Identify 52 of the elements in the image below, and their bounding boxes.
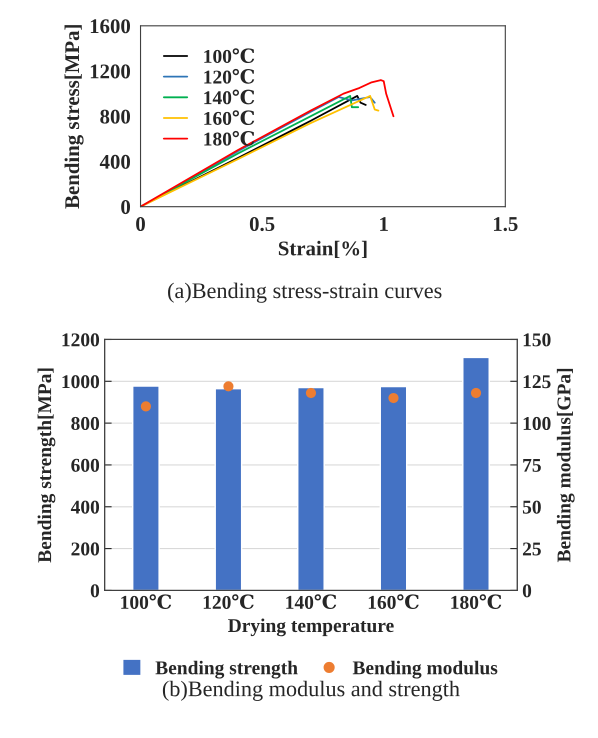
x-tick-label: 180℃ [451, 594, 502, 610]
y-tick-label: 0 [90, 584, 100, 598]
legend-label: 160℃ [204, 110, 254, 126]
y-tick-label: 1000 [62, 375, 100, 388]
x-tick-label: 100℃ [121, 594, 172, 610]
x-tick-label: 1 [380, 217, 388, 231]
y-tick-label: 0 [121, 200, 130, 214]
y-tick-label: 1200 [62, 333, 100, 346]
point [306, 388, 316, 398]
x-axis-title: Strain[%] [278, 240, 367, 258]
y2-tick-label: 125 [524, 375, 551, 388]
y2-tick-label: 100 [524, 416, 551, 430]
legend-label: Bending strength [156, 660, 298, 678]
legend-label: 120℃ [204, 68, 254, 84]
bar [132, 385, 160, 590]
bar [380, 386, 408, 590]
x-tick-label: 140℃ [286, 594, 336, 610]
legend-label: Bending modulus [352, 660, 498, 678]
point [223, 381, 234, 392]
bar [297, 386, 325, 590]
bar [214, 388, 242, 590]
y-axis-title: Bending stress[MPa] [64, 25, 84, 209]
legend-label: 140℃ [204, 90, 254, 104]
y-tick-label: 800 [100, 110, 130, 124]
y-tick-label: 1200 [90, 64, 130, 78]
point [470, 388, 482, 398]
y2-tick-label: 50 [522, 500, 541, 514]
y2-axis-title: Bending modulus[GPa] [556, 368, 575, 562]
x-tick-label: 0 [136, 216, 145, 232]
y2-tick-label: 150 [524, 333, 551, 346]
y2-tick-label: 0 [522, 584, 532, 598]
y-tick-label: 600 [71, 458, 100, 472]
y-tick-label: 200 [71, 542, 100, 556]
text: (b)Bending modulus and strength [162, 680, 460, 701]
y-tick-label: 400 [70, 500, 100, 514]
text: (a)Bending stress-strain curves [168, 282, 442, 303]
x-tick-label: 160℃ [368, 594, 419, 610]
point [388, 392, 399, 404]
y-axis-title: Bending strength[MPa] [38, 368, 56, 562]
x-tick-label: 1.5 [494, 217, 518, 232]
x-axis-title: Drying temperature [228, 618, 394, 636]
y-tick-label: 800 [71, 416, 100, 430]
legend-label: 180℃ [204, 130, 254, 146]
bar [462, 356, 490, 590]
x-tick-label: 0.5 [250, 216, 274, 232]
x-tick-label: 120℃ [204, 594, 254, 610]
y-tick-label: 400 [100, 154, 130, 169]
y-tick-label: 1600 [90, 19, 130, 34]
y2-tick-label: 25 [522, 542, 541, 556]
point [140, 401, 151, 412]
legend-label: 100℃ [204, 48, 254, 64]
y2-tick-label: 75 [523, 458, 541, 472]
